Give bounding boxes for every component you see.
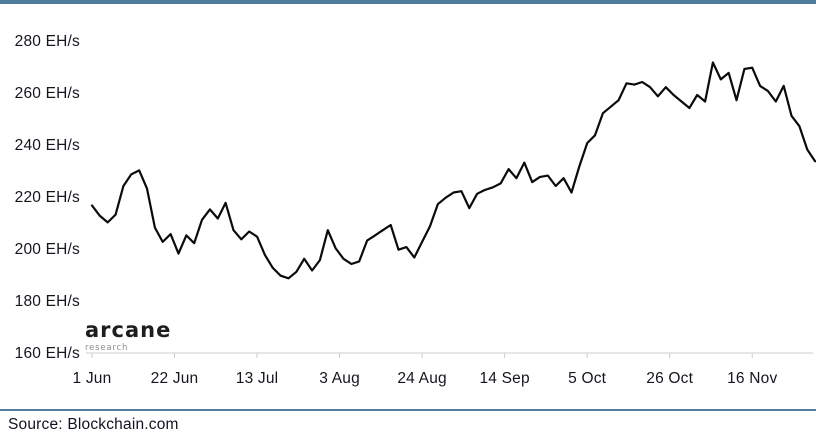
x-tick-label: 26 Oct <box>646 370 694 387</box>
top-border-rule <box>0 0 816 4</box>
hashrate-series-line <box>90 61 816 280</box>
x-tick-label: 3 Aug <box>319 370 360 387</box>
arcane-research-label: research <box>85 343 129 353</box>
chart-canvas <box>86 61 816 358</box>
x-tick-label: 5 Oct <box>568 370 607 387</box>
source-divider-rule <box>0 409 816 411</box>
y-tick-label: 180 EH/s <box>14 293 80 310</box>
y-tick-label: 160 EH/s <box>14 345 80 362</box>
arcane-logo: arcane research <box>85 320 171 353</box>
x-tick-label: 13 Jul <box>235 370 279 387</box>
y-tick-label: 260 EH/s <box>14 85 80 102</box>
y-tick-label: 200 EH/s <box>14 241 80 258</box>
y-tick-label: 220 EH/s <box>14 189 80 206</box>
x-tick-label: 22 Jun <box>150 370 199 387</box>
x-tick-label: 24 Aug <box>397 370 447 387</box>
x-tick-label: 16 Nov <box>727 370 778 387</box>
source-note: Source: Blockchain.com <box>8 416 179 433</box>
x-tick-label: 1 Jun <box>72 370 112 387</box>
y-tick-label: 240 EH/s <box>14 137 80 154</box>
hashrate-line-chart: 280 EH/s 260 EH/s 240 EH/s 220 EH/s 200 EH/s… <box>14 33 816 387</box>
x-tick-label: 14 Sep <box>479 370 530 387</box>
arcane-wordmark: arcane <box>85 318 172 342</box>
y-tick-label: 280 EH/s <box>14 33 80 50</box>
